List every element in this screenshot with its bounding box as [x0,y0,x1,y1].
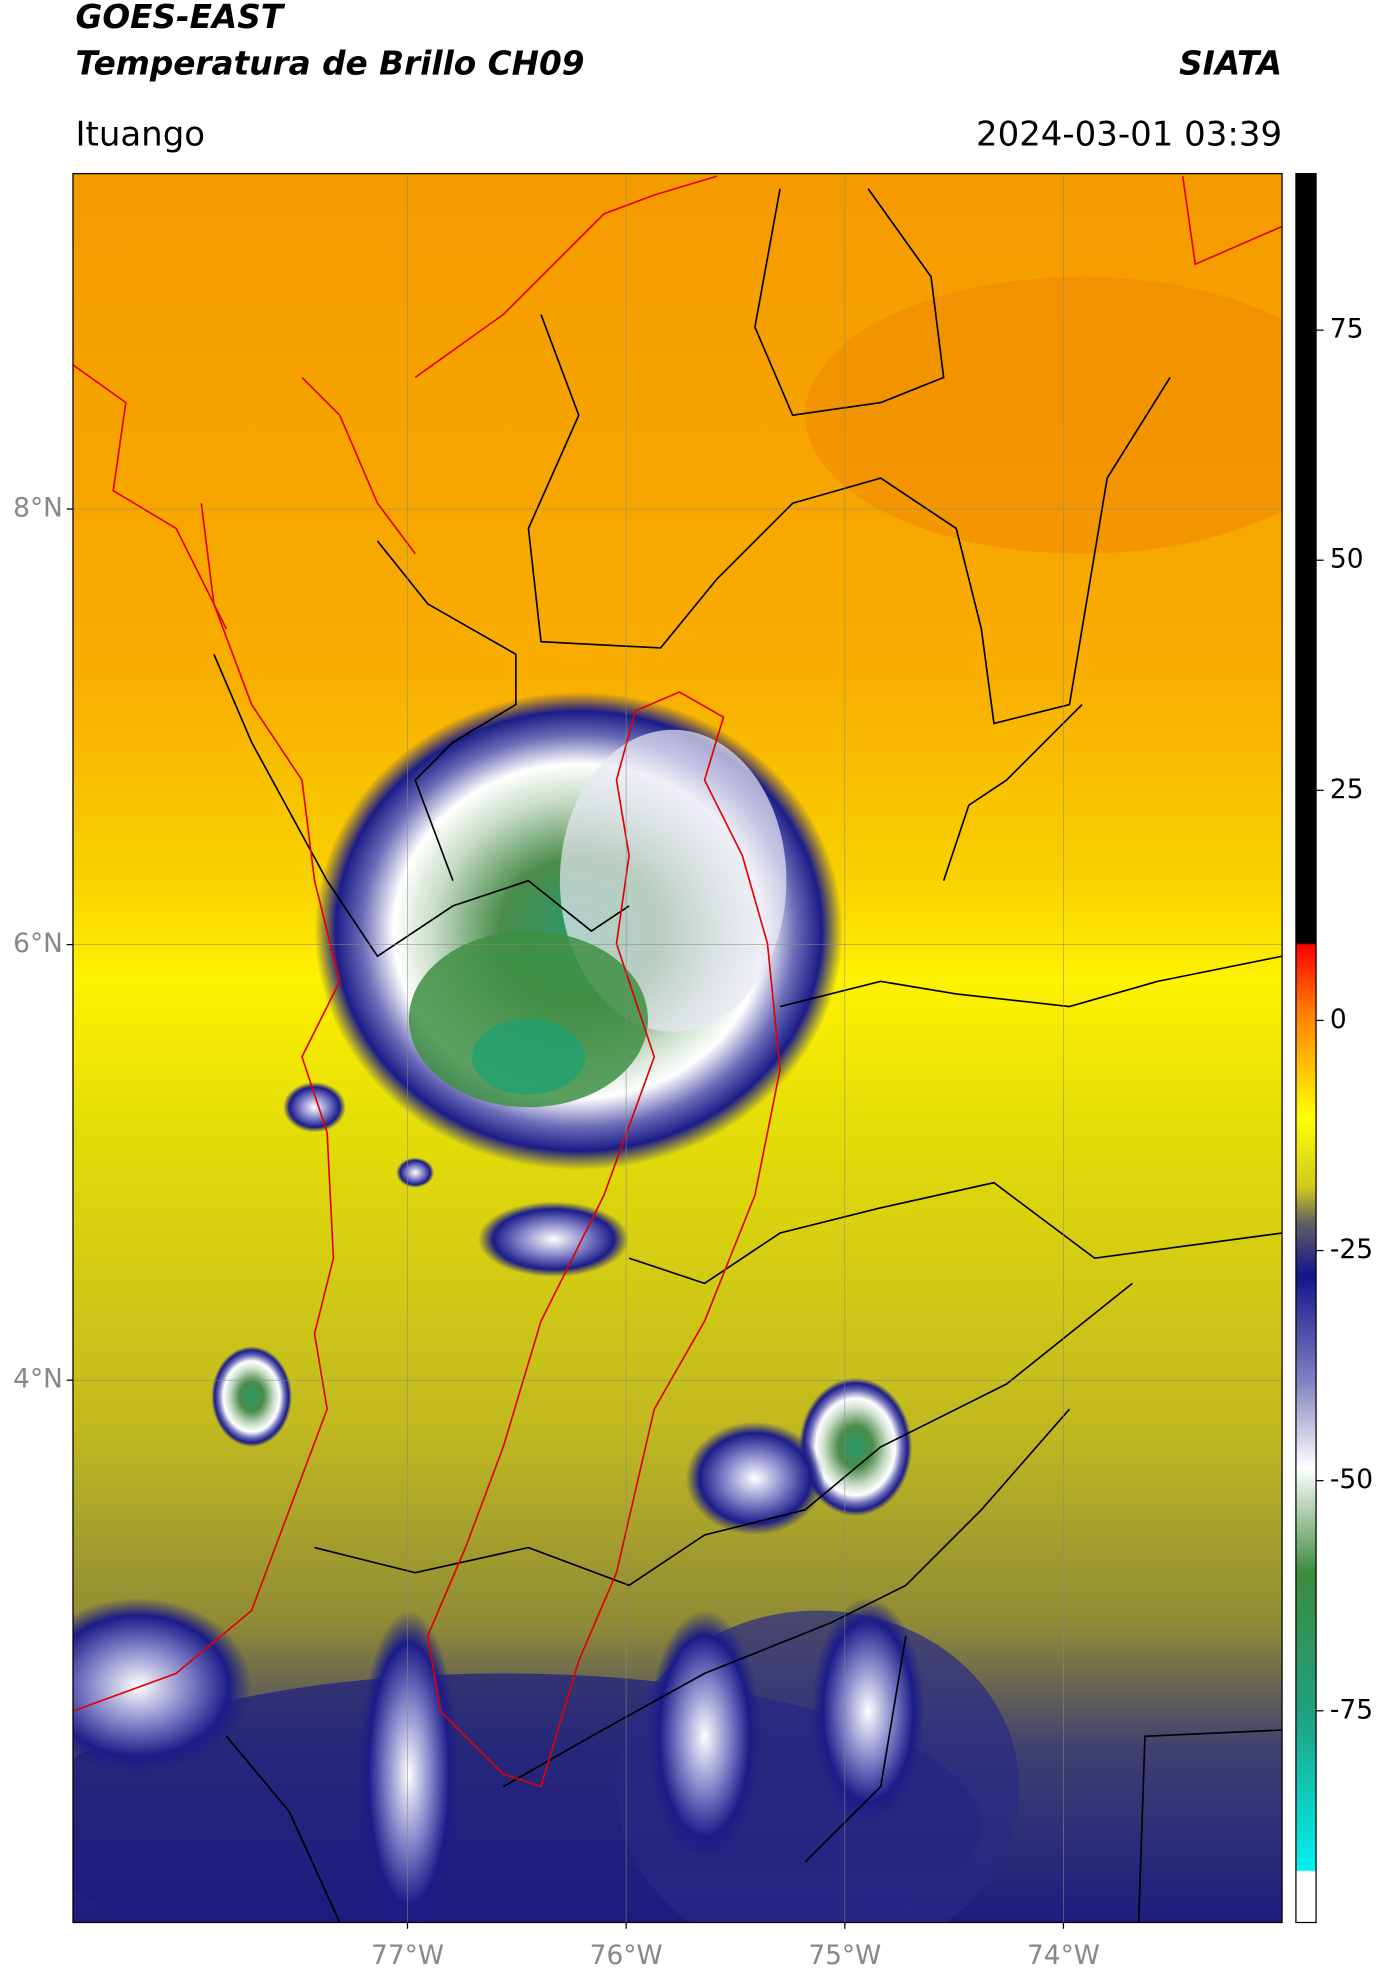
y-tick-label: 6°N [13,928,63,959]
x-tick-label: 77°W [371,1940,444,1971]
colorbar [1295,172,1317,1924]
colorbar-tick-label: 75 [1330,314,1364,345]
y-tick-label: 8°N [13,493,63,524]
colorbar-tick-label: -50 [1330,1464,1373,1495]
datetime: 2024-03-01 03:39 [976,114,1282,154]
x-tick-label: 74°W [1027,1940,1100,1971]
colorbar-tick-label: -75 [1330,1694,1373,1725]
title: GOES-EAST [75,0,285,36]
location: Ituango [75,114,205,154]
colorbar-tick-label: -25 [1330,1234,1373,1265]
y-tick-label: 4°N [13,1364,63,1395]
colorbar-tick-label: 0 [1330,1004,1347,1035]
x-tick-label: 75°W [808,1940,881,1971]
colorbar-tick-label: 25 [1330,774,1364,805]
colorbar-tick-label: 50 [1330,544,1364,575]
x-tick-label: 76°W [590,1940,663,1971]
map-frame [72,172,1283,1924]
source: SIATA [1179,44,1282,82]
subtitle: Temperatura de Brillo CH09 [75,44,584,82]
grid [72,173,1283,1923]
map-image [72,173,1283,1923]
